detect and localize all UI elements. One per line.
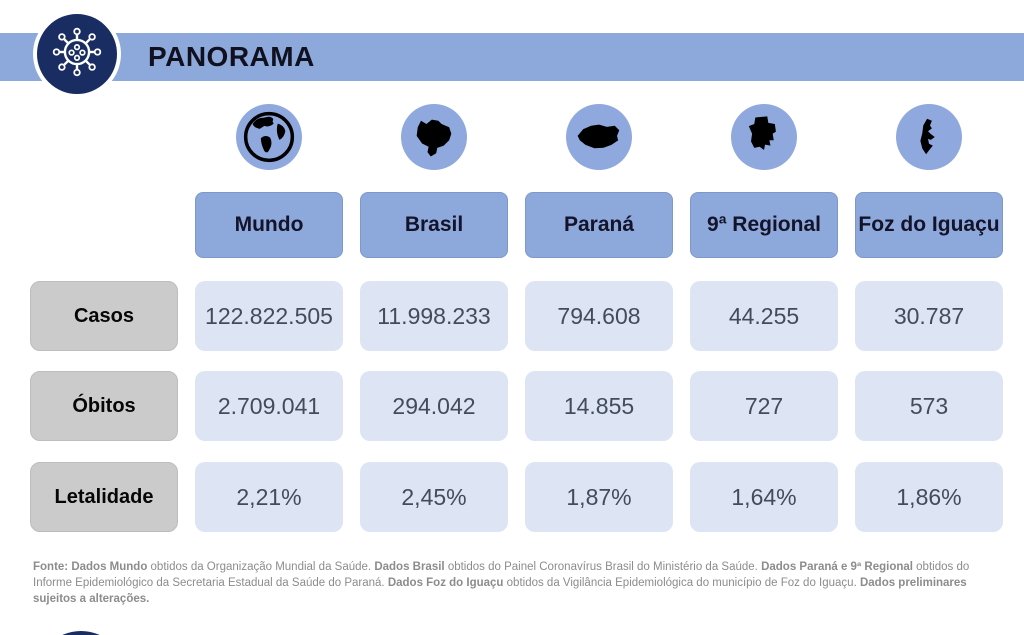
column-header-9a-regional: 9ª Regional	[690, 192, 838, 258]
globe-icon	[236, 104, 302, 170]
column-header-foz-do-iguacu: Foz do Iguaçu	[855, 192, 1003, 258]
cell-obitos-parana: 14.855	[525, 371, 673, 441]
cell-obitos-foz: 573	[855, 371, 1003, 441]
virus-badge	[33, 10, 121, 98]
virus-icon	[48, 23, 106, 86]
column-header-mundo: Mundo	[195, 192, 343, 258]
cell-casos-parana: 794.608	[525, 281, 673, 351]
cell-obitos-brasil: 294.042	[360, 371, 508, 441]
cell-letalidade-foz: 1,86%	[855, 462, 1003, 532]
cell-obitos-mundo: 2.709.041	[195, 371, 343, 441]
row-label-letalidade: Letalidade	[30, 462, 178, 532]
cell-letalidade-mundo: 2,21%	[195, 462, 343, 532]
source-note: Fonte: Dados Mundo obtidos da Organizaçã…	[33, 560, 970, 605]
cell-casos-mundo: 122.822.505	[195, 281, 343, 351]
cell-casos-foz: 30.787	[855, 281, 1003, 351]
row-label-casos: Casos	[30, 281, 178, 351]
page-title: PANORAMA	[148, 41, 315, 72]
brazil-map-icon	[401, 104, 467, 170]
column-header-brasil: Brasil	[360, 192, 508, 258]
cell-letalidade-parana: 1,87%	[525, 462, 673, 532]
cell-letalidade-9a-regional: 1,64%	[690, 462, 838, 532]
column-header-parana: Paraná	[525, 192, 673, 258]
parana-map-icon	[566, 104, 632, 170]
header-banner	[0, 33, 1024, 81]
cell-letalidade-brasil: 2,45%	[360, 462, 508, 532]
cell-casos-9a-regional: 44.255	[690, 281, 838, 351]
foz-do-iguacu-map-icon	[896, 104, 962, 170]
ninth-regional-map-icon	[731, 104, 797, 170]
row-label-obitos: Óbitos	[30, 371, 178, 441]
next-section-badge	[36, 631, 126, 635]
cell-casos-brasil: 11.998.233	[360, 281, 508, 351]
cell-obitos-9a-regional: 727	[690, 371, 838, 441]
